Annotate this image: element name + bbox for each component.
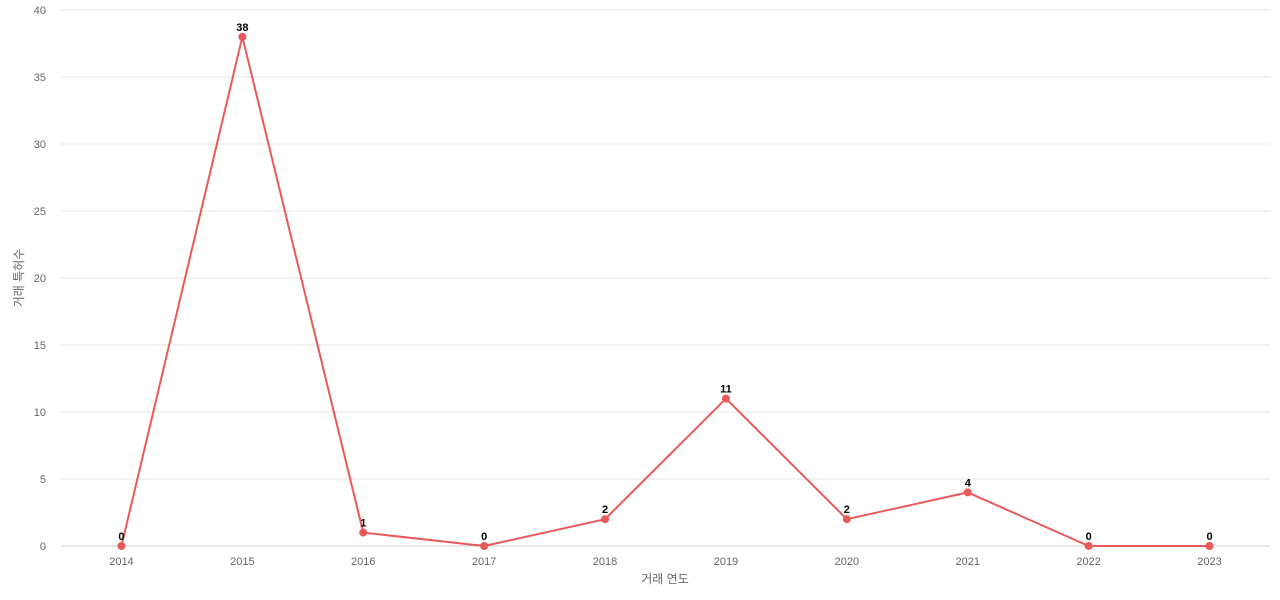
data-label: 0 <box>1206 531 1212 543</box>
data-point[interactable] <box>1205 542 1214 550</box>
data-label: 0 <box>1086 531 1092 543</box>
y-tick-label: 40 <box>34 5 46 17</box>
y-tick-label: 10 <box>34 407 46 419</box>
data-point[interactable] <box>359 528 368 537</box>
y-tick-label: 20 <box>34 273 46 285</box>
x-tick-label: 2023 <box>1197 556 1221 568</box>
y-tick-label: 30 <box>34 139 46 151</box>
data-point[interactable] <box>963 488 972 497</box>
x-tick-label: 2019 <box>714 556 738 568</box>
series-group <box>117 32 1214 550</box>
x-tick-label: 2015 <box>230 556 254 568</box>
x-tick-label: 2020 <box>835 556 859 568</box>
grid-lines <box>61 9 1270 547</box>
data-point[interactable] <box>721 394 730 403</box>
data-label: 1 <box>360 518 366 530</box>
x-axis-title: 거래 연도 <box>641 572 689 586</box>
data-point[interactable] <box>601 515 610 524</box>
data-label: 11 <box>720 384 732 396</box>
x-tick-label: 2014 <box>109 556 133 568</box>
data-label: 0 <box>118 531 124 543</box>
y-tick-label: 5 <box>40 474 46 486</box>
y-tick-label: 25 <box>34 206 46 218</box>
x-tick-label: 2022 <box>1076 556 1100 568</box>
y-tick-label: 0 <box>40 541 46 553</box>
x-tick-label: 2017 <box>472 556 496 568</box>
x-tick-label: 2016 <box>351 556 375 568</box>
y-axis-ticks: 0 5 10 15 20 25 30 35 40 <box>34 5 46 553</box>
y-tick-label: 35 <box>34 72 46 84</box>
data-point[interactable] <box>238 32 247 41</box>
data-point[interactable] <box>842 515 851 524</box>
data-label: 2 <box>844 504 850 516</box>
data-point[interactable] <box>480 542 489 550</box>
data-label: 38 <box>236 22 248 34</box>
series-line <box>120 35 1210 547</box>
x-tick-label: 2018 <box>593 556 617 568</box>
x-axis-ticks: 2014 2015 2016 2017 2018 2019 2020 2021 2022 2023 <box>109 556 1222 568</box>
data-point[interactable] <box>1084 542 1093 550</box>
data-labels: 0 38 1 0 2 11 2 4 0 0 <box>118 22 1212 543</box>
x-tick-label: 2021 <box>956 556 980 568</box>
data-label: 4 <box>965 477 972 489</box>
data-label: 2 <box>602 504 608 516</box>
data-label: 0 <box>481 531 487 543</box>
y-axis-title: 거래 특허수 <box>12 249 26 308</box>
data-point[interactable] <box>117 542 126 550</box>
y-tick-label: 15 <box>34 340 46 352</box>
